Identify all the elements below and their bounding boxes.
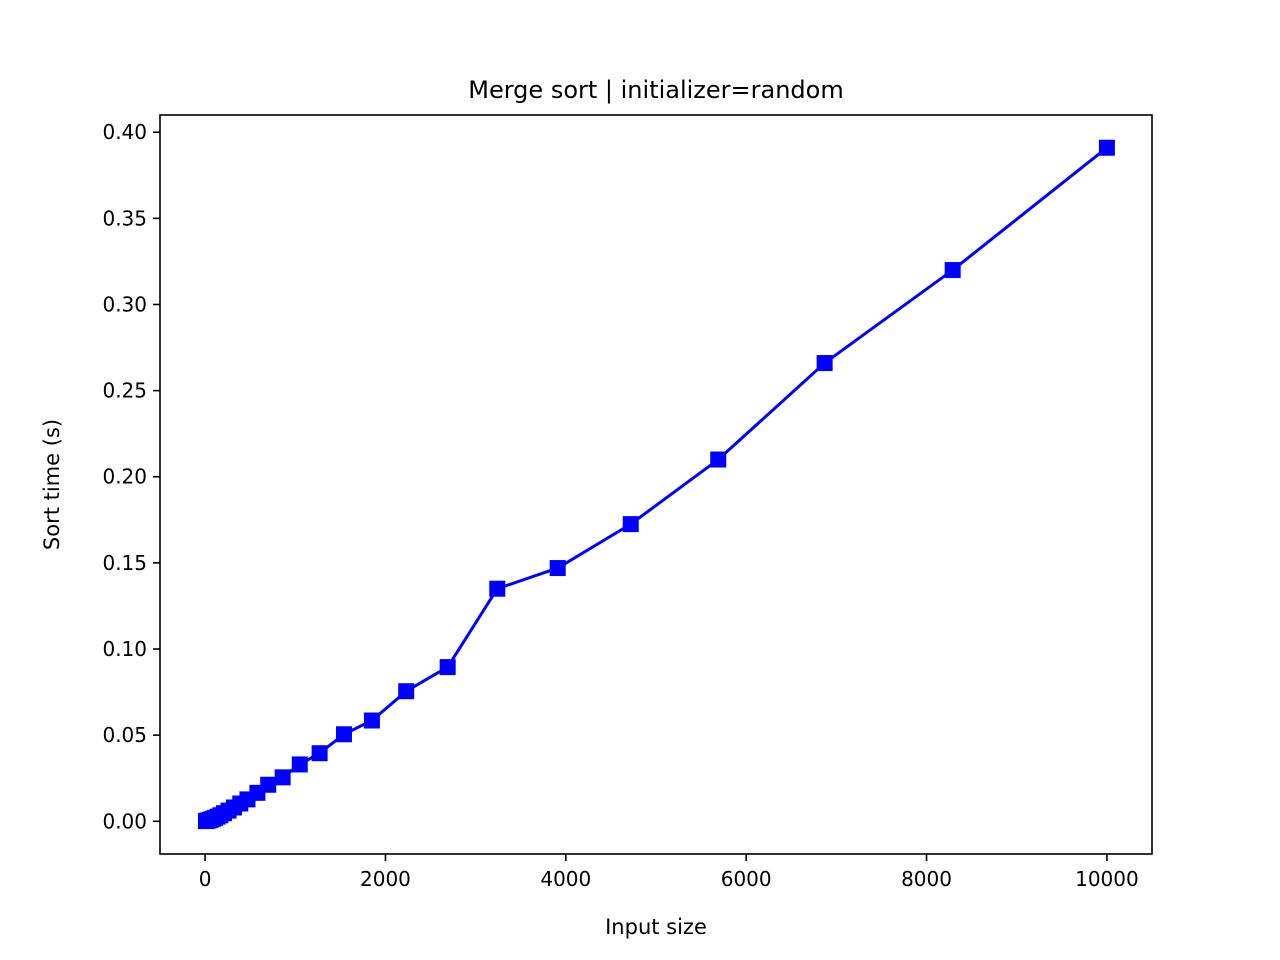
data-point [398,683,415,700]
x-tick-label: 10000 [1075,867,1139,891]
plot-frame [159,114,1153,855]
y-tick-label: 0.10 [102,637,147,661]
data-point [363,712,380,729]
y-tick-label: 0.35 [102,206,147,230]
data-point [944,262,961,279]
x-axis: 0 2000 4000 6000 8000 10000 [199,854,1139,891]
y-tick-label: 0.00 [102,809,147,833]
y-tick-label: 0.20 [102,465,147,489]
x-tick-label: 4000 [540,867,591,891]
data-point [549,560,566,577]
data-point [260,776,277,793]
x-tick-label: 8000 [901,867,952,891]
data-point [274,769,291,786]
data-point [335,726,352,743]
data-point [1098,139,1115,156]
y-tick-label: 0.40 [102,120,147,144]
y-axis: 0.00 0.05 0.10 0.15 0.20 0.25 0.30 0.35 0.40 [102,120,160,833]
chart-title: Merge sort | initializer=random [468,76,843,104]
data-point [816,355,833,372]
x-tick-label: 0 [199,867,212,891]
data-point [622,516,639,533]
y-tick-label: 0.05 [102,723,147,747]
y-axis-label: Sort time (s) [40,419,64,550]
x-tick-label: 6000 [721,867,772,891]
x-axis-label: Input size [605,915,707,939]
data-point [291,756,308,773]
y-tick-label: 0.30 [102,292,147,316]
data-point [439,659,456,676]
data-point [489,580,506,597]
plot-area [197,139,1115,830]
x-tick-label: 2000 [360,867,411,891]
data-point [710,451,727,468]
data-point [311,745,328,762]
y-tick-label: 0.25 [102,379,147,403]
y-tick-label: 0.15 [102,551,147,575]
